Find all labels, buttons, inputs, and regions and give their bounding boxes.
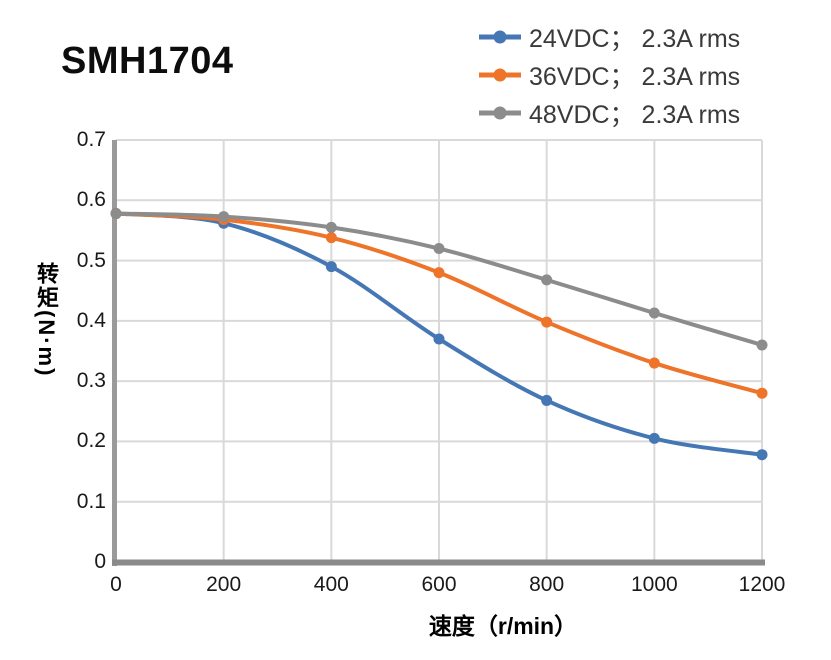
data-point bbox=[325, 232, 337, 244]
data-point bbox=[756, 339, 768, 351]
data-point bbox=[433, 243, 445, 255]
data-point bbox=[541, 394, 553, 406]
data-point bbox=[756, 449, 768, 461]
x-axis-label: 速度（r/min） bbox=[428, 613, 578, 639]
data-point bbox=[110, 208, 122, 220]
data-point bbox=[325, 261, 337, 273]
y-tick-label: 0.6 bbox=[76, 188, 106, 212]
y-axis-line bbox=[112, 140, 117, 566]
page-title: SMH1704 bbox=[61, 40, 234, 82]
x-tick-label: 0 bbox=[110, 573, 122, 596]
data-point bbox=[541, 316, 553, 328]
data-point bbox=[433, 267, 445, 279]
x-tick-label: 400 bbox=[313, 573, 349, 596]
x-tick-label: 600 bbox=[421, 573, 457, 596]
x-tick-label: 1000 bbox=[630, 573, 678, 596]
data-point bbox=[541, 274, 553, 286]
data-point bbox=[756, 387, 768, 399]
y-tick-label: 0.2 bbox=[76, 429, 106, 453]
legend-item: 48VDC； 2.3A rms bbox=[479, 98, 740, 129]
data-point bbox=[433, 333, 445, 345]
x-axis-line bbox=[112, 559, 765, 566]
y-tick-label: 0.4 bbox=[76, 308, 106, 332]
legend-label: 36VDC； 2.3A rms bbox=[529, 62, 741, 91]
data-point bbox=[325, 221, 337, 233]
data-point bbox=[648, 432, 660, 444]
data-point bbox=[648, 307, 660, 319]
legend: 24VDC； 2.3A rms 36VDC； 2.3A rms 48VDC； 2.3… bbox=[479, 22, 740, 129]
y-tick-label: 0.5 bbox=[76, 248, 106, 272]
y-tick-label: 0.1 bbox=[76, 489, 106, 513]
data-point bbox=[648, 357, 660, 369]
y-axis-label: 转矩(N·m) bbox=[34, 262, 59, 378]
legend-label: 48VDC； 2.3A rms bbox=[529, 100, 741, 129]
x-tick-label: 1200 bbox=[738, 573, 786, 596]
x-tick-label: 200 bbox=[206, 573, 242, 596]
y-tick-label: 0.7 bbox=[76, 128, 106, 151]
legend-item: 36VDC； 2.3A rms bbox=[479, 60, 740, 91]
legend-line-marker-icon bbox=[479, 106, 521, 119]
legend-line-marker-icon bbox=[479, 30, 521, 43]
x-tick-label: 800 bbox=[529, 573, 565, 596]
legend-label: 24VDC； 2.3A rms bbox=[529, 24, 741, 53]
legend-item: 24VDC； 2.3A rms bbox=[479, 22, 740, 53]
data-point bbox=[218, 211, 230, 223]
y-tick-label: 0.3 bbox=[76, 369, 106, 393]
legend-line-marker-icon bbox=[479, 68, 521, 81]
y-tick-label: 0 bbox=[94, 550, 106, 573]
